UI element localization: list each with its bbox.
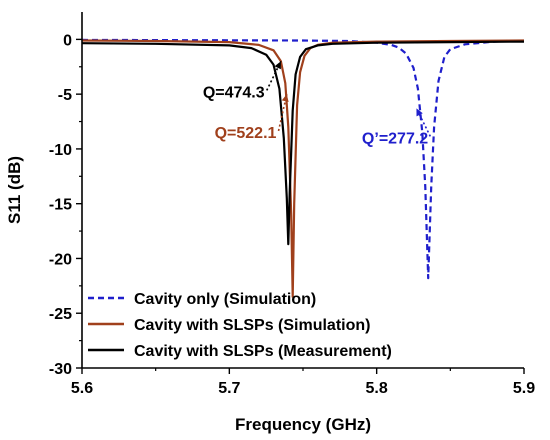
legend-label-3: Cavity with SLSPs (Measurement) [134,343,392,360]
x-tick-label-4: 5.9 [513,380,535,397]
annotation-label-2: Q=522.1 [215,125,277,142]
x-tick-label-3: 5.8 [366,380,388,397]
y-tick-label-3: -10 [49,142,72,159]
y-tick-label-5: -20 [49,251,72,268]
y-tick-label-4: -15 [49,197,72,214]
y-tick-label-6: -25 [49,306,72,323]
plot-area [82,38,524,298]
y-tick-label-2: -5 [58,87,72,104]
annotation-arrow-2 [277,93,288,132]
legend-label-1: Cavity only (Simulation) [134,291,316,308]
annotations: Q=474.3 Q=522.1 Q’=277.2 [203,60,432,147]
x-axis-title: Frequency (GHz) [235,415,371,434]
annotation-arrow-1 [266,60,282,91]
series-line-3 [82,40,524,246]
x-tick-label-2: 5.7 [218,380,240,397]
annotation-label-3: Q’=277.2 [362,130,428,147]
legend-label-2: Cavity with SLSPs (Simulation) [134,317,370,334]
y-tick-label-1: 0 [63,32,72,49]
annotation-arrowhead-3 [416,108,423,117]
y-tick-label-7: -30 [49,361,72,378]
annotation-label-1: Q=474.3 [203,84,265,101]
legend: Cavity only (Simulation) Cavity with SLSP… [88,291,392,360]
series-line-2 [82,39,524,298]
y-axis-title: S11 (dB) [5,156,24,224]
annotation-arrowhead-1 [274,61,281,70]
annotation-arrow-3 [415,108,432,137]
series-line-1 [82,38,524,280]
axes: 5.6 5.7 5.8 5.9 0 -5 -10 -15 -20 -25 -30 [49,12,535,397]
x-tick-label-1: 5.6 [71,380,93,397]
annotation-arrowhead-2 [281,94,289,102]
